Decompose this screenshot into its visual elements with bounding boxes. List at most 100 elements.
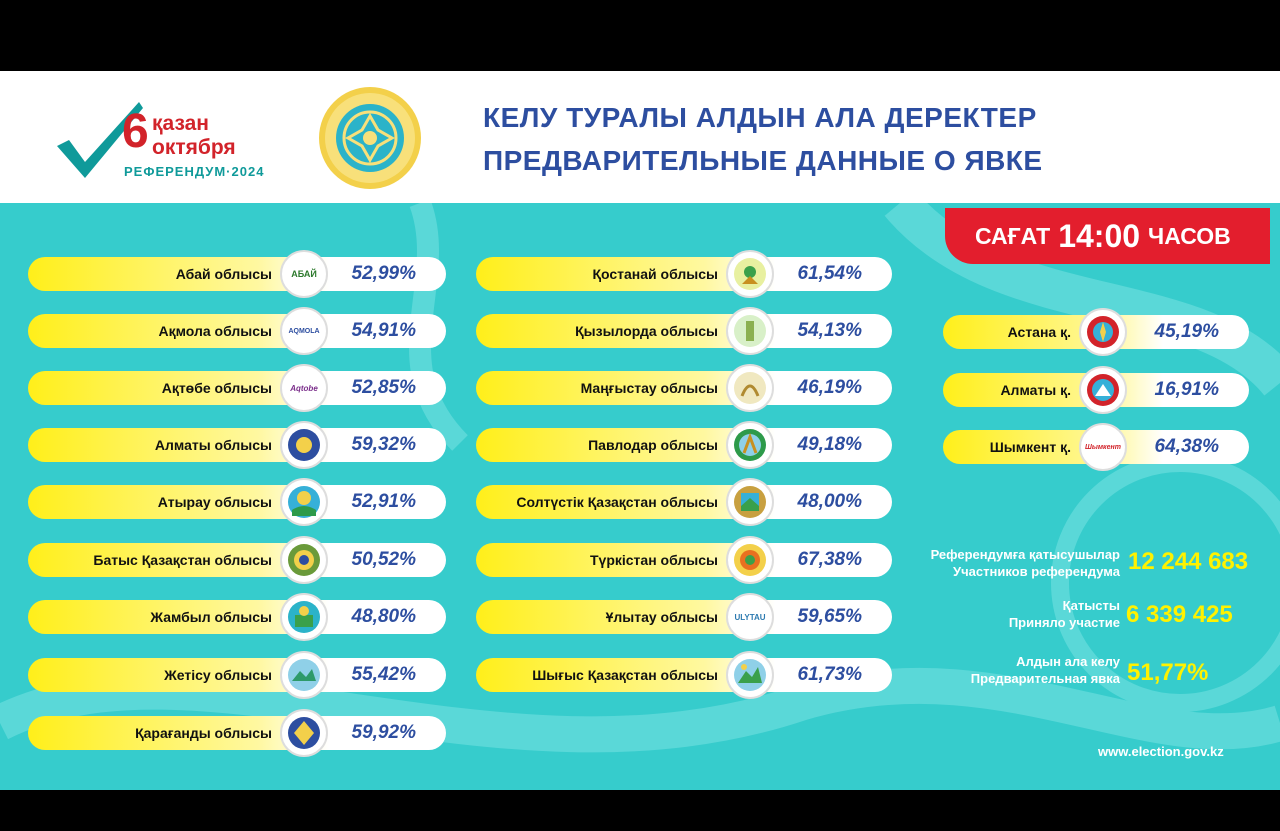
city-name: Шымкент қ. — [989, 439, 1071, 455]
region-row: Жетісу облысы 55,42% — [28, 651, 446, 699]
region-pct: 55,42% — [351, 664, 416, 685]
region-name: Ақмола облысы — [158, 323, 272, 339]
region-emblem-icon — [726, 364, 774, 412]
region-emblem-icon — [726, 307, 774, 355]
region-pct: 61,73% — [797, 664, 862, 685]
time-label-kz: САҒАТ — [975, 222, 1051, 249]
region-emblem-icon — [280, 536, 328, 584]
region-pct: 67,38% — [797, 549, 862, 570]
region-name: Қарағанды облысы — [135, 725, 272, 741]
turnout-label-kz: Алдын ала келу — [1016, 654, 1120, 669]
region-pct: 59,65% — [797, 606, 862, 627]
region-name: Батыс Қазақстан облысы — [93, 552, 272, 568]
region-emblem-icon: Aqtobe — [280, 364, 328, 412]
participants-value: 12 244 683 — [1128, 548, 1249, 575]
region-pct: 54,13% — [797, 320, 862, 341]
region-row: Солтүстік Қазақстан облысы 48,00% — [476, 478, 892, 526]
title-kz: КЕЛУ ТУРАЛЫ АЛДЫН АЛА ДЕРЕКТЕР — [483, 102, 1037, 133]
region-pct: 52,85% — [351, 377, 416, 398]
region-row: Қарағанды облысы 59,92% — [28, 709, 446, 757]
city-row: Алматы қ. 16,91% — [943, 366, 1249, 414]
region-emblem-icon — [726, 651, 774, 699]
region-emblem-icon — [280, 709, 328, 757]
checkmark-icon — [57, 102, 143, 178]
region-emblem-icon — [726, 536, 774, 584]
region-pct: 48,00% — [797, 491, 862, 512]
region-emblem-icon — [280, 651, 328, 699]
region-name: Жамбыл облысы — [150, 609, 272, 625]
time-badge: САҒАТ 14:00 ЧАСОВ — [945, 208, 1270, 264]
city-emblem-icon — [1079, 366, 1127, 414]
turnout-label: Алдын ала келу Предварительная явка — [971, 653, 1120, 687]
region-row: Абай облысы АБАЙ 52,99% — [28, 250, 446, 298]
region-name: Қостанай облысы — [592, 266, 718, 282]
logo-month-ru: октября — [152, 136, 236, 159]
participants-label-ru: Участников референдума — [953, 564, 1120, 579]
city-row: Астана қ. 45,19% — [943, 308, 1249, 356]
city-emblem-icon — [1079, 308, 1127, 356]
region-name: Ақтөбе облысы — [161, 380, 272, 396]
took-part-label-kz: Қатысты — [1062, 598, 1120, 613]
region-pct: 48,80% — [351, 606, 416, 627]
region-name: Ұлытау облысы — [605, 609, 718, 625]
region-row: Түркістан облысы 67,38% — [476, 536, 892, 584]
region-pct: 61,54% — [797, 263, 862, 284]
region-emblem-icon — [726, 421, 774, 469]
region-name: Маңғыстау облысы — [580, 380, 718, 396]
turnout-label-ru: Предварительная явка — [970, 671, 1120, 686]
region-row: Жамбыл облысы 48,80% — [28, 593, 446, 641]
logo-month-kz: қазан — [152, 112, 209, 135]
region-row: Батыс Қазақстан облысы 50,52% — [28, 536, 446, 584]
region-name: Алматы облысы — [154, 437, 272, 453]
region-emblem-icon: AQMOLA — [280, 307, 328, 355]
region-emblem-icon — [280, 593, 328, 641]
header — [0, 71, 1280, 203]
took-part-value: 6 339 425 — [1126, 601, 1233, 628]
title-ru: ПРЕДВАРИТЕЛЬНЫЕ ДАННЫЕ О ЯВКЕ — [483, 145, 1043, 176]
region-pct: 46,19% — [797, 377, 862, 398]
region-emblem-icon — [280, 421, 328, 469]
region-row: Алматы облысы 59,32% — [28, 421, 446, 469]
region-emblem-icon: ULYTAU — [726, 593, 774, 641]
region-pct: 59,32% — [351, 434, 416, 455]
city-name: Алматы қ. — [1000, 382, 1071, 398]
region-row: Қызылорда облысы 54,13% — [476, 307, 892, 355]
turnout-value: 51,77% — [1127, 659, 1209, 686]
region-pct: 49,18% — [797, 434, 862, 455]
region-row: Шығыс Қазақстан облысы 61,73% — [476, 651, 892, 699]
participants-label-kz: Референдумға қатысушылар — [930, 547, 1120, 562]
logo-day: 6 — [122, 105, 149, 158]
region-row: Ұлытау облысы ULYTAU 59,65% — [476, 593, 892, 641]
region-row: Қостанай облысы 61,54% — [476, 250, 892, 298]
region-emblem-icon — [726, 478, 774, 526]
region-row: Атырау облысы 52,91% — [28, 478, 446, 526]
city-pct: 45,19% — [1154, 321, 1219, 342]
region-pct: 50,52% — [351, 549, 416, 570]
participants-label: Референдумға қатысушылар Участников рефе… — [931, 546, 1120, 580]
cec-emblem-icon — [319, 87, 421, 189]
took-part-label-ru: Приняло участие — [1008, 615, 1120, 630]
city-row: Шымкент қ. Шымкент 64,38% — [943, 423, 1249, 471]
website-link[interactable]: www.election.gov.kz — [1098, 744, 1224, 759]
took-part-label: Қатысты Приняло участие — [1009, 597, 1120, 631]
city-pct: 16,91% — [1154, 379, 1219, 400]
region-name: Жетісу облысы — [164, 667, 272, 683]
region-pct: 52,99% — [351, 263, 416, 284]
time-value: 14:00 — [1058, 217, 1141, 254]
region-row: Ақмола облысы AQMOLA 54,91% — [28, 307, 446, 355]
region-pct: 54,91% — [351, 320, 416, 341]
region-name: Шығыс Қазақстан облысы — [532, 667, 718, 683]
region-name: Түркістан облысы — [589, 552, 718, 568]
bottom-letterbox — [0, 790, 1280, 831]
region-name: Қызылорда облысы — [575, 323, 718, 339]
region-name: Солтүстік Қазақстан облысы — [516, 494, 718, 510]
region-row: Павлодар облысы 49,18% — [476, 421, 892, 469]
region-pct: 52,91% — [351, 491, 416, 512]
city-name: Астана қ. — [1007, 324, 1071, 340]
region-emblem-icon — [726, 250, 774, 298]
region-emblem-icon — [280, 478, 328, 526]
time-label-ru: ЧАСОВ — [1148, 222, 1231, 249]
region-row: Ақтөбе облысы Aqtobe 52,85% — [28, 364, 446, 412]
region-name: Абай облысы — [175, 266, 272, 282]
region-name: Атырау облысы — [157, 494, 272, 510]
